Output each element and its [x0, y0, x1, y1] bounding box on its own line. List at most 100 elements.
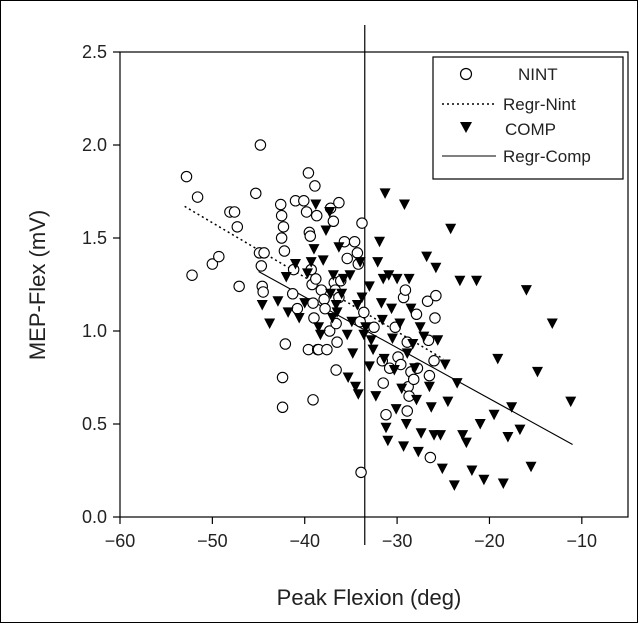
y-tick-label: 2.5	[82, 42, 107, 62]
comp-point	[333, 242, 345, 253]
comp-point	[391, 273, 403, 285]
x-tick-label: −20	[474, 531, 505, 551]
comp-point	[386, 303, 398, 315]
comp-point	[478, 474, 490, 486]
comp-point	[497, 478, 509, 490]
legend-label-regr-nint: Regr-Nint	[503, 95, 576, 114]
comp-point	[308, 244, 320, 255]
comp-point	[280, 272, 292, 283]
comp-point	[432, 335, 444, 346]
comp-point	[301, 268, 313, 279]
comp-point	[400, 419, 412, 430]
comp-point	[363, 281, 375, 292]
nint-point	[180, 170, 193, 183]
nint-point	[401, 405, 414, 417]
comp-point	[354, 257, 366, 268]
nint-point	[358, 306, 370, 319]
y-axis-title: MEP-Flex (mV)	[25, 210, 50, 360]
comp-point	[305, 257, 317, 268]
comp-point	[310, 199, 322, 211]
comp-point	[363, 361, 375, 372]
legend-symbol-nint	[459, 67, 473, 81]
comp-point	[390, 404, 402, 415]
nint-point	[351, 247, 364, 259]
comp-point	[341, 329, 353, 341]
legend: NINT Regr-Nint COMP Regr-Comp	[432, 56, 624, 180]
nint-point	[356, 217, 368, 229]
nint-point	[307, 394, 319, 406]
comp-point	[336, 288, 348, 300]
nint-point	[330, 364, 342, 376]
comp-point	[412, 446, 424, 458]
comp-point	[531, 366, 543, 378]
nint-point	[321, 343, 333, 356]
legend-symbol-comp	[460, 122, 472, 133]
comp-point	[313, 322, 325, 333]
comp-point	[514, 424, 526, 436]
nint-point	[428, 355, 440, 367]
comp-point	[409, 363, 421, 374]
nint-point	[310, 209, 323, 222]
comp-point	[460, 437, 472, 449]
nint-point	[298, 195, 310, 207]
comp-point	[439, 359, 451, 370]
comp-point	[314, 329, 326, 341]
comp-point	[398, 441, 410, 452]
comp-point	[375, 298, 387, 309]
comp-point	[421, 251, 433, 263]
nint-point	[275, 232, 288, 244]
comp-point	[344, 270, 356, 281]
comp-point	[386, 333, 398, 344]
comp-point	[410, 394, 422, 406]
comp-point	[346, 316, 358, 328]
comp-point	[272, 296, 284, 307]
comp-point	[374, 236, 386, 248]
nint-point	[310, 273, 322, 285]
comp-point	[320, 225, 332, 237]
nint-point	[304, 230, 317, 242]
comp-point	[474, 419, 486, 430]
nint-point	[254, 139, 267, 151]
nint-point	[286, 288, 299, 300]
comp-point	[379, 188, 391, 199]
comp-point	[407, 339, 419, 350]
regr-comp-line	[258, 270, 573, 445]
nint-point	[348, 235, 361, 248]
comp-point	[282, 307, 294, 318]
nint-point	[355, 466, 367, 479]
data-points	[180, 139, 577, 491]
nint-point	[307, 297, 319, 309]
comp-point	[367, 344, 379, 356]
y-tick-label: 1.0	[82, 321, 107, 341]
comp-point	[351, 299, 363, 311]
legend-label-nint: NINT	[518, 65, 558, 84]
nint-point	[233, 280, 245, 293]
comp-point	[396, 383, 408, 395]
nint-point	[275, 209, 288, 222]
comp-point	[299, 298, 311, 309]
comp-point	[326, 312, 338, 324]
legend-label-regr-comp: Regr-Comp	[503, 147, 591, 166]
comp-point	[365, 335, 377, 346]
comp-point	[256, 299, 268, 311]
nint-point	[291, 302, 304, 315]
nint-point	[279, 338, 292, 350]
comp-point	[448, 480, 460, 491]
nint-point	[423, 369, 436, 382]
comp-point	[405, 303, 417, 315]
comp-point	[414, 322, 426, 333]
comp-point	[378, 353, 390, 365]
comp-point	[382, 435, 394, 447]
nint-point	[255, 260, 268, 272]
nint-point	[300, 206, 313, 218]
nint-point	[429, 312, 441, 324]
x-tick-label: −30	[382, 531, 413, 551]
nint-point	[250, 187, 262, 200]
nint-point	[399, 284, 412, 296]
comp-point	[327, 270, 339, 281]
comp-point	[325, 288, 337, 300]
legend-label-comp: COMP	[505, 120, 556, 139]
nint-point	[277, 221, 290, 233]
nint-point	[341, 252, 353, 265]
